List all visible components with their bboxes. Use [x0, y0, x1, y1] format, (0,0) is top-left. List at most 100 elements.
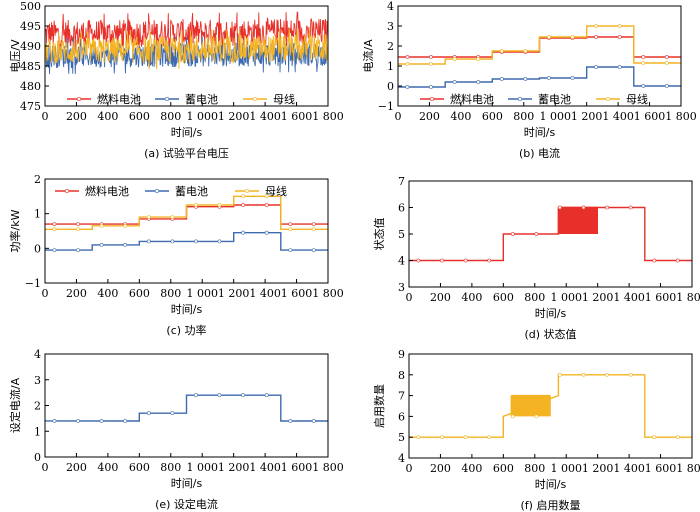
series-marker — [170, 411, 175, 416]
series-marker — [76, 419, 80, 423]
x-tick-label: 0 — [42, 287, 49, 300]
series-marker — [510, 232, 515, 236]
series-marker — [452, 80, 457, 84]
series-marker — [123, 419, 128, 423]
series-marker — [476, 80, 481, 84]
series-marker — [217, 393, 222, 398]
series-marker — [76, 227, 80, 232]
series-marker — [193, 203, 198, 207]
series-marker — [557, 205, 562, 210]
x-axis-label: 时间/s — [171, 477, 203, 490]
y-axis-label: 设定电流/A — [8, 377, 22, 433]
series-marker — [652, 258, 657, 263]
series-marker — [463, 258, 468, 263]
x-tick-label: 1 000 — [550, 462, 582, 475]
legend-label: 燃料电池 — [97, 92, 141, 106]
series-marker — [99, 223, 104, 228]
series-marker — [429, 62, 433, 66]
x-tick-label: 1 400 — [613, 291, 645, 304]
x-tick-label: 1 400 — [249, 461, 281, 474]
series-marker — [664, 61, 669, 65]
series-marker — [405, 55, 410, 59]
x-tick-label: 1 600 — [281, 461, 313, 474]
series-oscillation — [510, 395, 551, 417]
x-tick-label: 800 — [160, 110, 181, 123]
x-tick-label: 800 — [524, 462, 545, 475]
legend-label: 母线 — [626, 92, 648, 106]
series-marker — [288, 227, 293, 232]
x-axis-label: 时间/s — [171, 126, 203, 139]
x-tick-label: 600 — [129, 287, 150, 300]
x-tick-label: 1 200 — [571, 110, 603, 123]
series-marker — [534, 414, 539, 419]
legend-label: 母线 — [273, 92, 295, 106]
x-tick-label: 1 600 — [281, 110, 313, 123]
y-tick-label: 480 — [20, 80, 41, 93]
series-marker — [523, 49, 528, 53]
y-tick-label: 4 — [387, 0, 394, 13]
series-marker — [193, 239, 198, 244]
plot-frame — [397, 5, 682, 107]
x-tick-label: 1 200 — [218, 287, 250, 300]
series-marker — [416, 435, 421, 440]
y-tick-label: −1 — [378, 100, 394, 113]
x-tick-label: 800 — [513, 110, 534, 123]
legend-marker — [64, 188, 70, 194]
legend-marker — [76, 96, 82, 102]
series-marker — [557, 372, 562, 377]
legend-marker — [605, 96, 611, 102]
y-axis-label: 功率/kW — [8, 209, 22, 252]
panel-caption: (b) 电流 — [519, 146, 560, 160]
series-line — [44, 232, 328, 251]
x-tick-label: 1 000 — [186, 461, 218, 474]
series-marker — [546, 35, 551, 39]
x-tick-label: 200 — [430, 291, 451, 304]
x-tick-label: 1 600 — [645, 462, 677, 475]
x-tick-label: 600 — [493, 462, 514, 475]
x-tick-label: 600 — [129, 110, 150, 123]
x-tick-label: 1 200 — [582, 291, 614, 304]
series-line — [44, 195, 328, 231]
series-marker — [264, 393, 269, 398]
x-tick-label: 200 — [66, 461, 87, 474]
chart-panel-a: 0 200 400 600 800 1 000 1 200 1 400 1 600 1 800 47… — [9, 0, 344, 160]
x-tick-label: 1 000 — [186, 287, 218, 300]
y-tick-label: 495 — [20, 20, 41, 33]
series-marker — [605, 205, 610, 210]
y-tick-label: 9 — [398, 348, 405, 361]
y-axis-label: 状态值 — [372, 218, 386, 251]
x-tick-label: 0 — [42, 461, 49, 474]
series-marker — [217, 239, 222, 244]
series-marker — [52, 248, 57, 253]
y-tick-label: 6 — [398, 410, 405, 423]
panel-caption: (f) 启用数量 — [521, 499, 581, 512]
x-tick-label: 800 — [160, 287, 181, 300]
series-marker — [581, 205, 586, 210]
y-tick-label: 6 — [398, 202, 405, 215]
series-marker — [99, 243, 104, 247]
legend-marker — [252, 96, 258, 102]
legend-marker — [517, 96, 523, 102]
legend-label: 蓄电池 — [185, 93, 218, 106]
x-axis-label: 时间/s — [171, 303, 203, 316]
series-marker — [440, 258, 444, 263]
series-marker — [146, 215, 151, 220]
series-marker — [217, 203, 222, 207]
legend-marker — [429, 96, 435, 102]
series-marker — [581, 372, 586, 377]
y-axis-label: 电压/V — [9, 39, 22, 73]
y-axis-label: 启用数量 — [373, 384, 386, 428]
series-marker — [288, 248, 293, 253]
series-marker — [76, 222, 80, 227]
x-tick-label: 1 600 — [634, 110, 666, 123]
series-marker — [52, 419, 57, 423]
series-marker — [664, 84, 669, 88]
series-marker — [170, 215, 175, 220]
series-marker — [146, 239, 151, 244]
series-marker — [510, 414, 515, 419]
series-marker — [311, 222, 316, 227]
series-marker — [617, 65, 622, 69]
plot-frame — [44, 178, 329, 284]
y-tick-label: 3 — [387, 20, 394, 33]
series-oscillation — [557, 207, 598, 234]
